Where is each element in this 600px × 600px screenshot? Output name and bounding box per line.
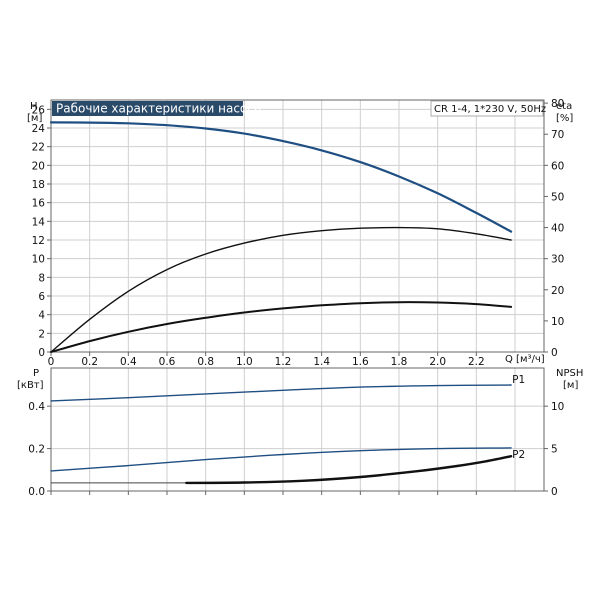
left-y-tick-label: 8 [38, 272, 45, 284]
x-tick-label: 2.2 [468, 356, 485, 368]
left-y-tick-label: 2 [38, 328, 45, 340]
right-y-tick-label: 10 [551, 316, 564, 328]
bottom-series-3-curve [185, 455, 513, 485]
top-series-0-curve [49, 121, 513, 233]
right-y-tick-label: 10 [551, 401, 564, 413]
left-y-tick-label: 26 [32, 104, 46, 116]
right-y-tick-label: 5 [551, 444, 558, 456]
pump-info-box [430, 100, 544, 117]
left-y-tick-label: 24 [32, 123, 46, 135]
x-tick-label: 0.6 [159, 356, 176, 368]
left-y-tick-label: 22 [32, 142, 45, 154]
left-y-tick-label: 18 [32, 179, 45, 191]
bottom-plot-frame [50, 367, 545, 492]
bottom-series-1-curve [50, 447, 512, 472]
left-y-tick-label: 6 [38, 291, 45, 303]
left-y-tick-label: 12 [32, 235, 45, 247]
right-y-tick-label: 80 [551, 98, 564, 110]
series-label-p1: P1 [512, 374, 525, 386]
x-tick-label: 1.8 [391, 356, 408, 368]
x-tick-label: 1.0 [236, 356, 253, 368]
left-y-tick-label: 0.2 [28, 444, 45, 456]
power-axis-unit: [кВт] [17, 380, 44, 391]
npsh-axis-unit: [м] [563, 380, 578, 391]
right-y-tick-label: 50 [551, 191, 564, 203]
x-tick-label: 1.4 [313, 356, 330, 368]
left-y-tick-label: 0.0 [28, 486, 45, 498]
chart-title-box [52, 101, 243, 116]
left-y-tick-label: 0.4 [28, 401, 45, 413]
x-tick-label: 1.2 [275, 356, 292, 368]
right-y-tick-label: 60 [551, 160, 564, 172]
power-axis-label: P [33, 368, 39, 379]
left-y-tick-label: 10 [32, 254, 45, 266]
flow-axis-label: Q [м³/ч] [505, 354, 545, 365]
bottom-series-0-curve [50, 384, 512, 402]
chart-title: Рабочие характеристики насоса [56, 102, 261, 116]
x-tick-label: 2.0 [429, 356, 446, 368]
left-y-tick-label: 16 [32, 198, 46, 210]
eta-axis-label: eta [556, 101, 572, 112]
left-y-tick-label: 0 [38, 347, 45, 359]
right-y-tick-label: 70 [551, 129, 564, 141]
right-y-tick-label: 30 [551, 254, 564, 266]
head-efficiency-chart: Рабочие характеристики насоса CR 1-4, 1*… [27, 98, 573, 368]
npsh-axis-label: NPSH [556, 368, 583, 379]
x-tick-label: 0.4 [120, 356, 137, 368]
left-y-tick-label: 20 [32, 160, 45, 172]
x-tick-label: 0.8 [197, 356, 214, 368]
right-y-tick-label: 0 [551, 347, 558, 359]
head-axis-label: H [30, 101, 38, 112]
eta-axis-unit: [%] [556, 113, 573, 124]
top-series-2-curve [50, 301, 513, 353]
left-y-tick-label: 4 [38, 310, 45, 322]
right-y-tick-label: 20 [551, 285, 564, 297]
pump-info: CR 1-4, 1*230 V, 50Hz [434, 104, 546, 115]
right-y-tick-label: 0 [551, 486, 558, 498]
series-label-p2: P2 [512, 449, 525, 461]
top-plot-frame [50, 99, 545, 353]
x-tick-label: 1.6 [352, 356, 369, 368]
x-tick-label: 0 [48, 356, 55, 368]
left-y-tick-label: 14 [32, 216, 46, 228]
head-axis-unit: [м] [27, 113, 42, 124]
right-y-tick-label: 40 [551, 223, 564, 235]
x-tick-label: 0.2 [81, 356, 98, 368]
top-series-1-curve [50, 226, 512, 353]
power-npsh-chart: P [кВт] NPSH [м] 0.0 0.2 0.4 0 5 10 P1 P2 [17, 367, 583, 498]
